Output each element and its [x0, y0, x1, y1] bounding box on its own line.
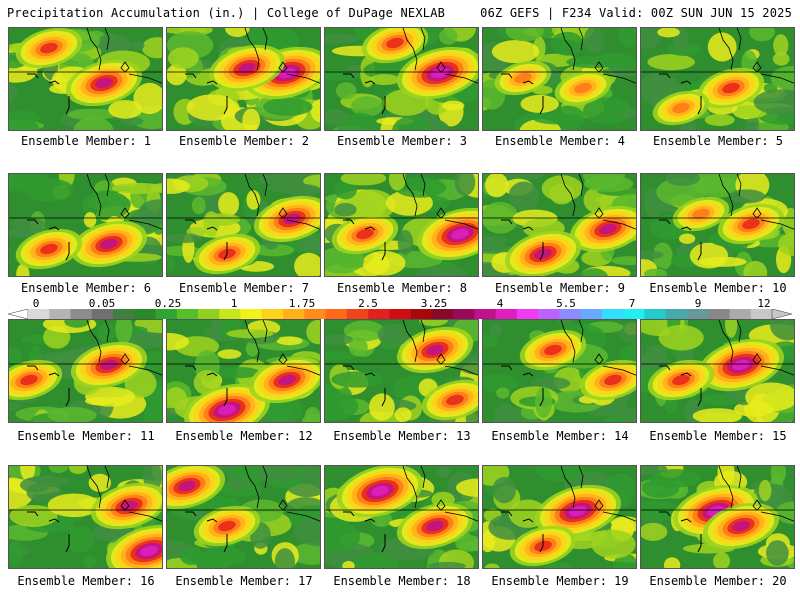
colorbar-segment: [283, 309, 305, 319]
colorbar-segment: [176, 309, 199, 319]
ensemble-map-panel-1: [8, 27, 163, 131]
colorbar-segment: [198, 309, 220, 319]
colorbar-segment: [304, 309, 326, 319]
colorbar-segment: [453, 309, 475, 319]
colorbar-segment: [325, 309, 348, 319]
ensemble-member-caption-7: Ensemble Member: 7: [178, 281, 310, 295]
colorbar-tick-label: 0.05: [88, 297, 116, 310]
colorbar-segment: [708, 309, 730, 319]
colorbar-segment: [28, 309, 50, 319]
ensemble-map-panel-15: [640, 319, 795, 423]
colorbar-segment: [240, 309, 263, 319]
colorbar-segment: [410, 309, 433, 319]
colorbar-segment: [49, 309, 71, 319]
colorbar-tick-label: 5.5: [556, 297, 576, 310]
colorbar-segment: [70, 309, 93, 319]
colorbar-segment: [750, 309, 773, 319]
ensemble-member-caption-20: Ensemble Member: 20: [649, 574, 787, 588]
ensemble-map-panel-8: [324, 173, 479, 277]
colorbar-right-arrow: [771, 309, 792, 319]
ensemble-map-panel-4: [482, 27, 637, 131]
ensemble-map-panel-17: [166, 465, 321, 569]
ensemble-member-caption-6: Ensemble Member: 6: [20, 281, 152, 295]
colorbar-tick-label: 1.75: [288, 297, 316, 310]
ensemble-map-panel-13: [324, 319, 479, 423]
colorbar-segment: [261, 309, 284, 319]
ensemble-member-caption-1: Ensemble Member: 1: [20, 134, 152, 148]
colorbar-tick-label: 0.25: [154, 297, 182, 310]
ensemble-map-panel-6: [8, 173, 163, 277]
ensemble-member-caption-8: Ensemble Member: 8: [336, 281, 468, 295]
ensemble-map-panel-2: [166, 27, 321, 131]
ensemble-member-caption-14: Ensemble Member: 14: [491, 429, 629, 443]
header-title: Precipitation Accumulation (in.) | Colle…: [7, 6, 446, 20]
ensemble-map-panel-18: [324, 465, 479, 569]
colorbar-segment: [516, 309, 539, 319]
colorbar-segment: [346, 309, 369, 319]
colorbar-segment: [474, 309, 496, 319]
colorbar-segment: [623, 309, 645, 319]
ensemble-member-caption-3: Ensemble Member: 3: [336, 134, 468, 148]
colorbar-left-arrow: [8, 309, 29, 319]
colorbar-segment: [91, 309, 114, 319]
colorbar-segment: [644, 309, 667, 319]
ensemble-map-panel-14: [482, 319, 637, 423]
ensemble-member-caption-11: Ensemble Member: 11: [17, 429, 155, 443]
colorbar-tick-label: 12: [757, 297, 771, 310]
colorbar-segment: [431, 309, 454, 319]
colorbar-segment: [601, 309, 624, 319]
ensemble-member-caption-2: Ensemble Member: 2: [178, 134, 310, 148]
colorbar-tick-label: 9: [694, 297, 702, 310]
ensemble-map-panel-5: [640, 27, 795, 131]
colorbar-segment: [686, 309, 709, 319]
ensemble-map-panel-19: [482, 465, 637, 569]
colorbar-tick-label: 0: [32, 297, 40, 310]
colorbar-segment: [495, 309, 518, 319]
ensemble-map-panel-20: [640, 465, 795, 569]
ensemble-map-panel-10: [640, 173, 795, 277]
colorbar-segment: [134, 309, 156, 319]
ensemble-member-caption-16: Ensemble Member: 16: [17, 574, 155, 588]
colorbar-segment: [368, 309, 390, 319]
ensemble-map-panel-16: [8, 465, 163, 569]
ensemble-member-caption-15: Ensemble Member: 15: [649, 429, 787, 443]
colorbar-segment: [155, 309, 178, 319]
ensemble-member-caption-10: Ensemble Member: 10: [649, 281, 787, 295]
ensemble-member-caption-18: Ensemble Member: 18: [333, 574, 471, 588]
header-run-info: 06Z GEFS | F234 Valid: 00Z SUN JUN 15 20…: [480, 6, 792, 20]
colorbar-tick-label: 7: [628, 297, 636, 310]
colorbar-tick-label: 4: [496, 297, 504, 310]
colorbar-segment: [580, 309, 603, 319]
colorbar-segment: [113, 309, 135, 319]
ensemble-member-caption-17: Ensemble Member: 17: [175, 574, 313, 588]
ensemble-member-caption-5: Ensemble Member: 5: [652, 134, 784, 148]
ensemble-map-panel-9: [482, 173, 637, 277]
colorbar-tick-label: 3.25: [420, 297, 448, 310]
ensemble-map-panel-12: [166, 319, 321, 423]
ensemble-member-caption-13: Ensemble Member: 13: [333, 429, 471, 443]
colorbar-tick-label: 1: [230, 297, 238, 310]
colorbar-segment: [538, 309, 560, 319]
ensemble-member-caption-12: Ensemble Member: 12: [175, 429, 313, 443]
ensemble-member-caption-4: Ensemble Member: 4: [494, 134, 626, 148]
precipitation-colorbar: [8, 309, 792, 319]
ensemble-member-caption-9: Ensemble Member: 9: [494, 281, 626, 295]
colorbar-segment: [389, 309, 411, 319]
colorbar-segment: [219, 309, 241, 319]
ensemble-map-panel-3: [324, 27, 479, 131]
colorbar-segment: [559, 309, 581, 319]
ensemble-map-panel-7: [166, 173, 321, 277]
ensemble-member-caption-19: Ensemble Member: 19: [491, 574, 629, 588]
ensemble-map-panel-11: [8, 319, 163, 423]
colorbar-tick-label: 2.5: [358, 297, 378, 310]
colorbar-segment: [665, 309, 688, 319]
colorbar-segment: [729, 309, 752, 319]
